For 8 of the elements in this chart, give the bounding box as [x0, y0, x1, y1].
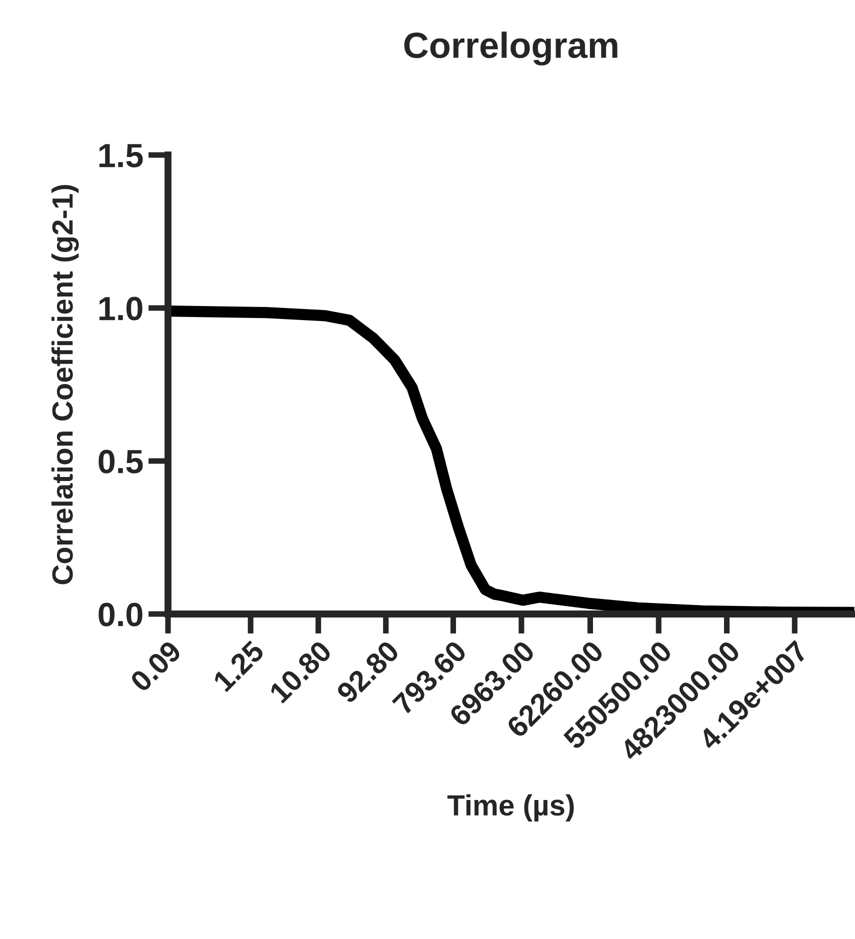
y-axis-title: Correlation Coefficient (g2-1): [51, 184, 79, 584]
x-axis-title: Time (µs): [447, 794, 574, 822]
y-tick-label: 0.5: [98, 450, 143, 474]
y-tick-label: 1.0: [99, 296, 142, 320]
y-tick-label: 0.0: [98, 602, 142, 626]
chart-title: Correlogram: [404, 32, 618, 66]
x-tick-label: 0.09: [129, 640, 182, 693]
y-tick-label: 1.5: [99, 144, 143, 168]
